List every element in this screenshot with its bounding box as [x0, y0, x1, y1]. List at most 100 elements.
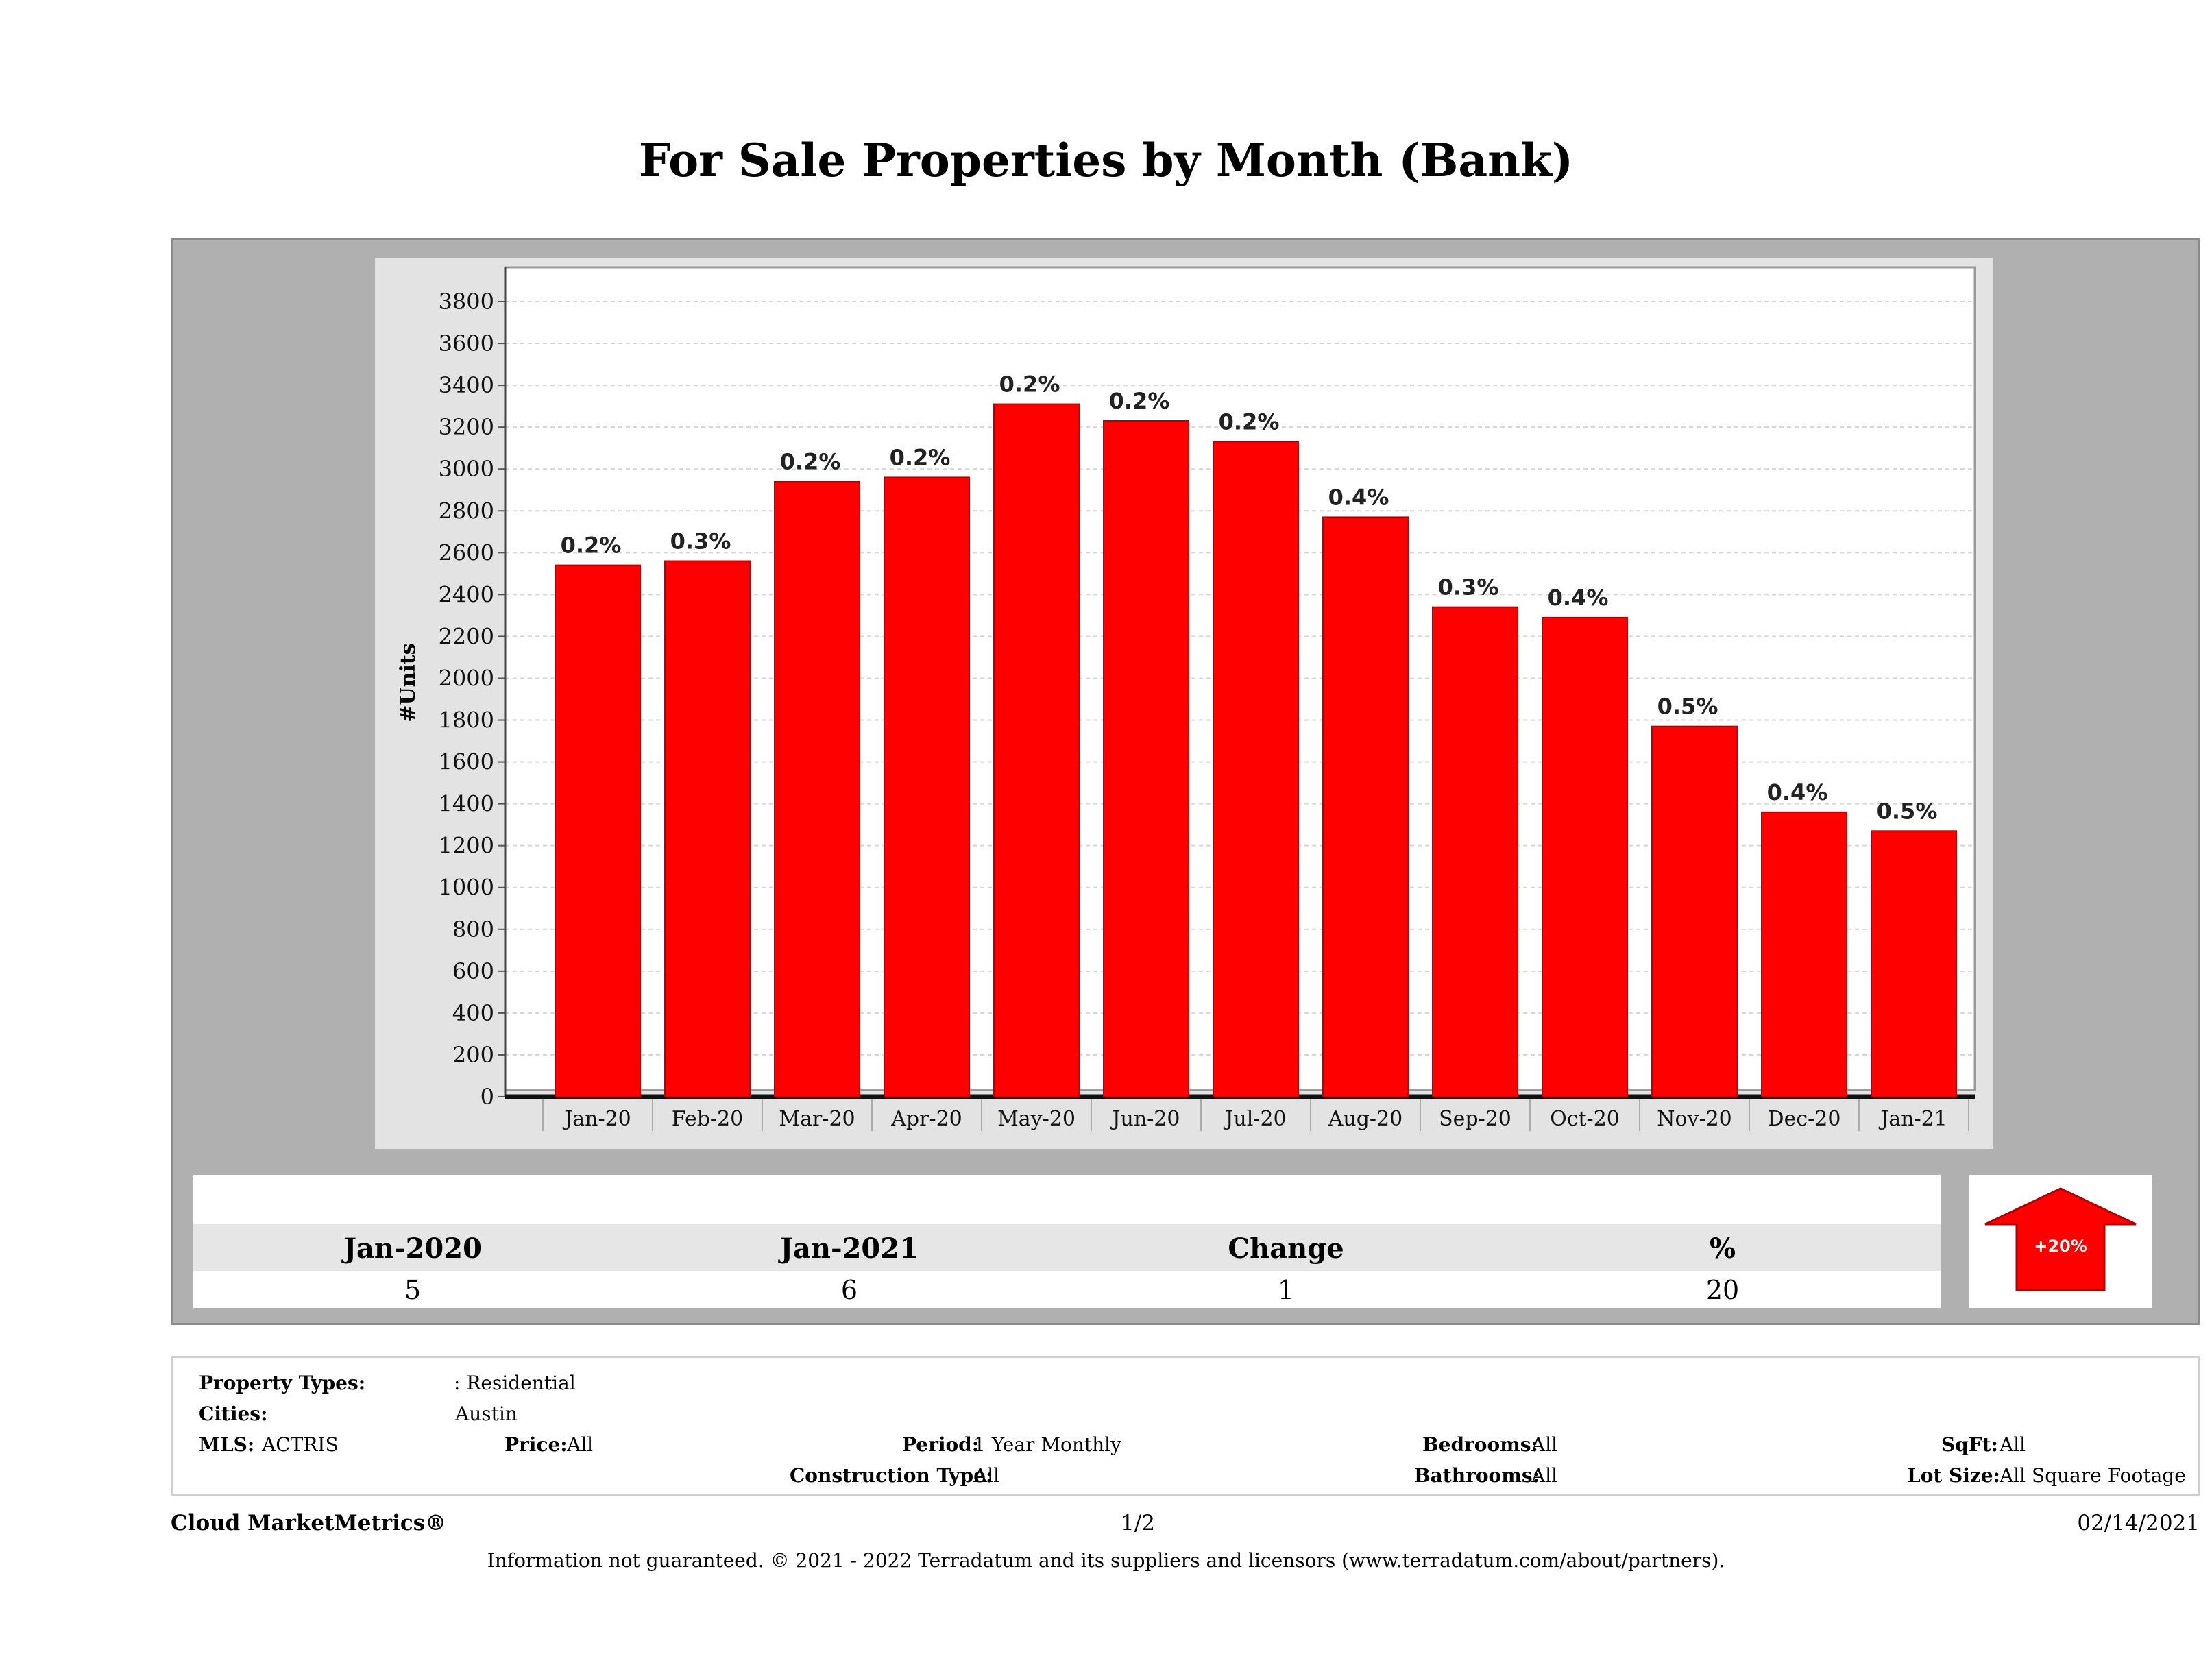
price-label: Price:: [505, 1433, 568, 1456]
bar: [1322, 516, 1409, 1097]
bar-value-label: 0.4%: [1328, 484, 1389, 510]
bar-value-label: 0.4%: [1548, 585, 1609, 611]
bar: [555, 564, 641, 1097]
x-tick-label: May-20: [997, 1107, 1075, 1131]
period-value: 1 Year Monthly: [973, 1433, 1121, 1456]
filters-panel: Property Types: : Residential Cities: Au…: [171, 1356, 2200, 1496]
bar: [1213, 441, 1299, 1097]
summary-header-percent: %: [1709, 1232, 1736, 1265]
x-tick-label: Mar-20: [779, 1107, 855, 1131]
mls-value: ACTRIS: [262, 1433, 339, 1456]
x-tick-label: Aug-20: [1328, 1107, 1403, 1131]
x-tick-label: Nov-20: [1657, 1107, 1732, 1131]
bar-value-label: 0.3%: [670, 528, 731, 555]
y-tick-label: 800: [452, 916, 494, 943]
bar: [884, 476, 970, 1097]
x-tick-label: Jul-20: [1223, 1107, 1286, 1131]
y-tick-label: 200: [452, 1042, 494, 1068]
change-badge-label: +20%: [2034, 1237, 2087, 1256]
bathrooms-label: Bathrooms:: [1414, 1464, 1540, 1487]
y-tick-label: 3600: [439, 330, 494, 356]
property-types-label: Property Types:: [199, 1372, 366, 1394]
price-value: All: [567, 1433, 594, 1456]
lot-size-label: Lot Size:: [1907, 1464, 2000, 1487]
x-tick-label: Oct-20: [1550, 1107, 1620, 1131]
x-tick-label: Dec-20: [1768, 1107, 1841, 1131]
summary-table: Jan-2020 Jan-2021 Change % 5 6 1 20: [193, 1175, 1941, 1308]
bar-chart: 0 200 400 600 800 1000 1200 1400 1600 1800 2000 220…: [396, 266, 1976, 1131]
x-tick-label: Jun-20: [1110, 1107, 1180, 1131]
y-tick-label: 2200: [439, 623, 494, 649]
y-tick-label: 1200: [439, 833, 494, 859]
y-tick-label: 2000: [439, 665, 494, 691]
bar: [1432, 606, 1518, 1097]
y-axis-label: #Units: [396, 643, 420, 722]
y-tick-label: 1600: [439, 749, 494, 775]
bar-value-label: 0.5%: [1877, 798, 1938, 824]
mls-label: MLS:: [199, 1433, 255, 1456]
bedrooms-label: Bedrooms:: [1422, 1433, 1538, 1456]
bar-value-label: 0.2%: [1219, 409, 1280, 435]
bar: [1871, 830, 1957, 1097]
x-tick-label: Jan-21: [1878, 1107, 1947, 1131]
bar-value-label: 0.5%: [1657, 694, 1718, 720]
bar: [1103, 420, 1189, 1097]
bedrooms-value: All: [1531, 1433, 1558, 1456]
y-tick-label: 2400: [439, 581, 494, 607]
bar-value-label: 0.2%: [780, 449, 841, 475]
cities-value: Austin: [455, 1402, 518, 1425]
lot-size-value: All Square Footage: [2000, 1464, 2186, 1487]
bar: [1651, 725, 1738, 1097]
summary-value-jan-2021: 6: [840, 1275, 858, 1305]
y-tick-label: 600: [452, 958, 494, 984]
bar: [993, 403, 1080, 1098]
summary-header-change: Change: [1228, 1232, 1344, 1265]
change-badge-box: +20%: [1969, 1175, 2152, 1308]
x-tick-label: Jan-20: [562, 1107, 631, 1131]
summary-value-percent: 20: [1705, 1275, 1740, 1305]
cities-label: Cities:: [199, 1402, 268, 1425]
x-tick-label: Apr-20: [890, 1107, 962, 1131]
y-tick-label: 3000: [439, 456, 494, 482]
y-tick-label: 3400: [439, 372, 494, 398]
y-tick-label: 3800: [439, 289, 494, 315]
up-arrow-icon: [1984, 1187, 2137, 1291]
y-tick-label: 1400: [439, 791, 494, 817]
property-types-value: : Residential: [454, 1372, 576, 1394]
bar-value-label: 0.2%: [890, 444, 951, 470]
x-tick-label: Feb-20: [672, 1107, 743, 1131]
bar: [774, 481, 860, 1097]
summary-value-jan-2020: 5: [404, 1275, 422, 1305]
footer-disclaimer: Information not guaranteed. © 2021 - 202…: [487, 1549, 1725, 1572]
summary-values-row: [193, 1271, 1941, 1308]
page-title: For Sale Properties by Month (Bank): [638, 134, 1574, 187]
summary-blank-row: [193, 1175, 1941, 1224]
summary-header-row: [193, 1224, 1941, 1271]
bar-value-label: 0.4%: [1767, 779, 1828, 805]
y-tick-label: 2800: [439, 498, 494, 524]
bathrooms-value: All: [1531, 1464, 1558, 1487]
summary-value-change: 1: [1277, 1275, 1295, 1305]
bar-value-label: 0.3%: [1438, 574, 1499, 600]
footer-date: 02/14/2021: [2077, 1511, 2200, 1535]
period-label: Period:: [902, 1433, 980, 1456]
bar-value-label: 0.2%: [999, 372, 1060, 398]
summary-header-jan-2020: Jan-2020: [343, 1232, 482, 1265]
bar: [664, 560, 751, 1097]
footer-page-number: 1/2: [1121, 1511, 1155, 1535]
y-tick-label: 2600: [439, 539, 494, 566]
summary-header-jan-2021: Jan-2021: [780, 1232, 919, 1265]
bar: [1761, 811, 1847, 1097]
construction-type-value: All: [973, 1464, 1000, 1487]
sqft-value: All: [2000, 1433, 2026, 1456]
y-tick-label: 400: [452, 1000, 494, 1026]
y-tick-label: 0: [481, 1084, 494, 1110]
y-tick-label: 1000: [439, 875, 494, 901]
bar-value-label: 0.2%: [561, 533, 622, 559]
y-tick-label: 1800: [439, 707, 494, 733]
x-tick-label: Sep-20: [1439, 1107, 1511, 1131]
construction-type-label: Construction Type:: [790, 1464, 993, 1487]
sqft-label: SqFt:: [1941, 1433, 1998, 1456]
footer-brand: Cloud MarketMetrics®: [171, 1511, 447, 1535]
bar: [1542, 616, 1628, 1097]
